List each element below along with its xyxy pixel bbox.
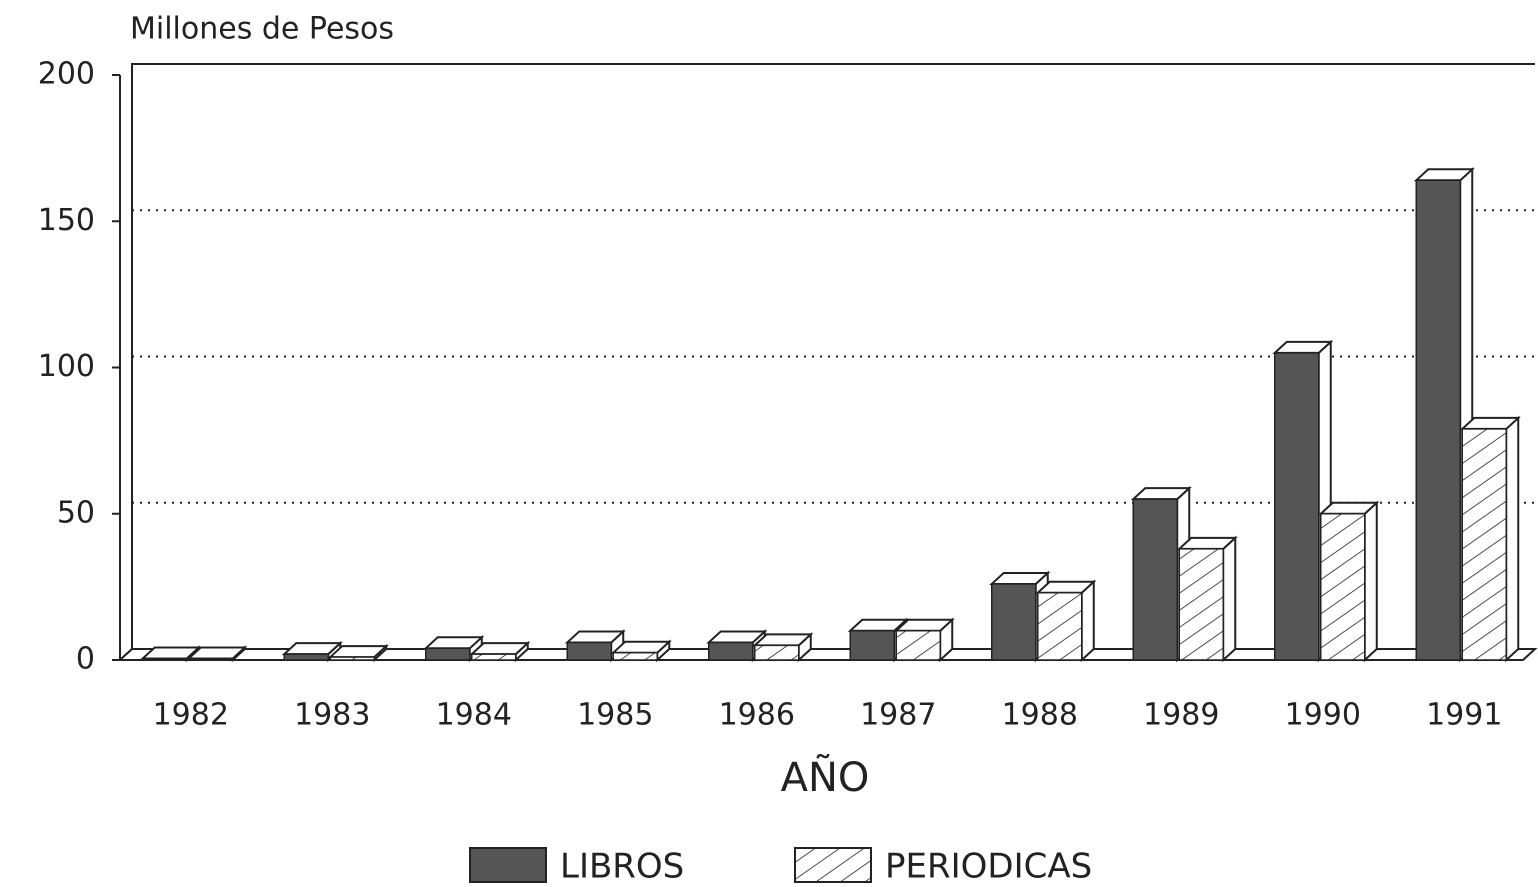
bar: [188, 657, 234, 661]
x-tick-label: 1986: [719, 698, 795, 733]
x-tick-label: 1985: [577, 698, 653, 733]
bar: [329, 656, 375, 661]
bar: [471, 653, 517, 661]
bar: [425, 647, 471, 661]
y-tick-label: 100: [38, 349, 95, 384]
bar: [991, 583, 1037, 661]
bar: [1320, 513, 1366, 661]
bar-side: [1222, 535, 1237, 663]
bar: [1132, 498, 1178, 661]
legend-label: PERIODICAS: [885, 847, 1092, 887]
y-tick-label: 150: [38, 203, 95, 238]
legend-swatch: [794, 847, 872, 883]
x-tick-label: 1983: [294, 698, 370, 733]
y-tick-label: 50: [57, 495, 95, 530]
legend-label: LIBROS: [560, 847, 684, 887]
bar-side: [1080, 579, 1095, 663]
x-tick-label: 1988: [1002, 698, 1078, 733]
y-axis-title: Millones de Pesos: [130, 12, 394, 47]
x-tick-label: 1982: [153, 698, 229, 733]
bar: [283, 653, 329, 661]
bar: [142, 657, 188, 661]
bar: [754, 644, 800, 661]
bar: [612, 651, 658, 661]
bar: [1461, 428, 1507, 661]
x-tick-label: 1987: [860, 698, 936, 733]
y-tick-label: 200: [38, 57, 95, 92]
bar: [895, 630, 941, 661]
bar: [1274, 352, 1320, 661]
bar: [566, 641, 612, 661]
x-tick-label: 1989: [1143, 698, 1219, 733]
bar: [1037, 591, 1083, 661]
legend-swatch: [469, 847, 547, 883]
bar-side: [1363, 500, 1378, 663]
x-tick-label: 1991: [1426, 698, 1502, 733]
y-tick-label: 0: [76, 642, 95, 677]
x-tick-label: 1990: [1285, 698, 1361, 733]
bar-side: [1505, 415, 1520, 663]
bar: [1415, 179, 1461, 661]
bar: [1178, 548, 1224, 661]
x-axis-title: AÑO: [781, 753, 870, 801]
bar: [708, 641, 754, 661]
x-tick-label: 1984: [436, 698, 512, 733]
bar: [849, 630, 895, 661]
